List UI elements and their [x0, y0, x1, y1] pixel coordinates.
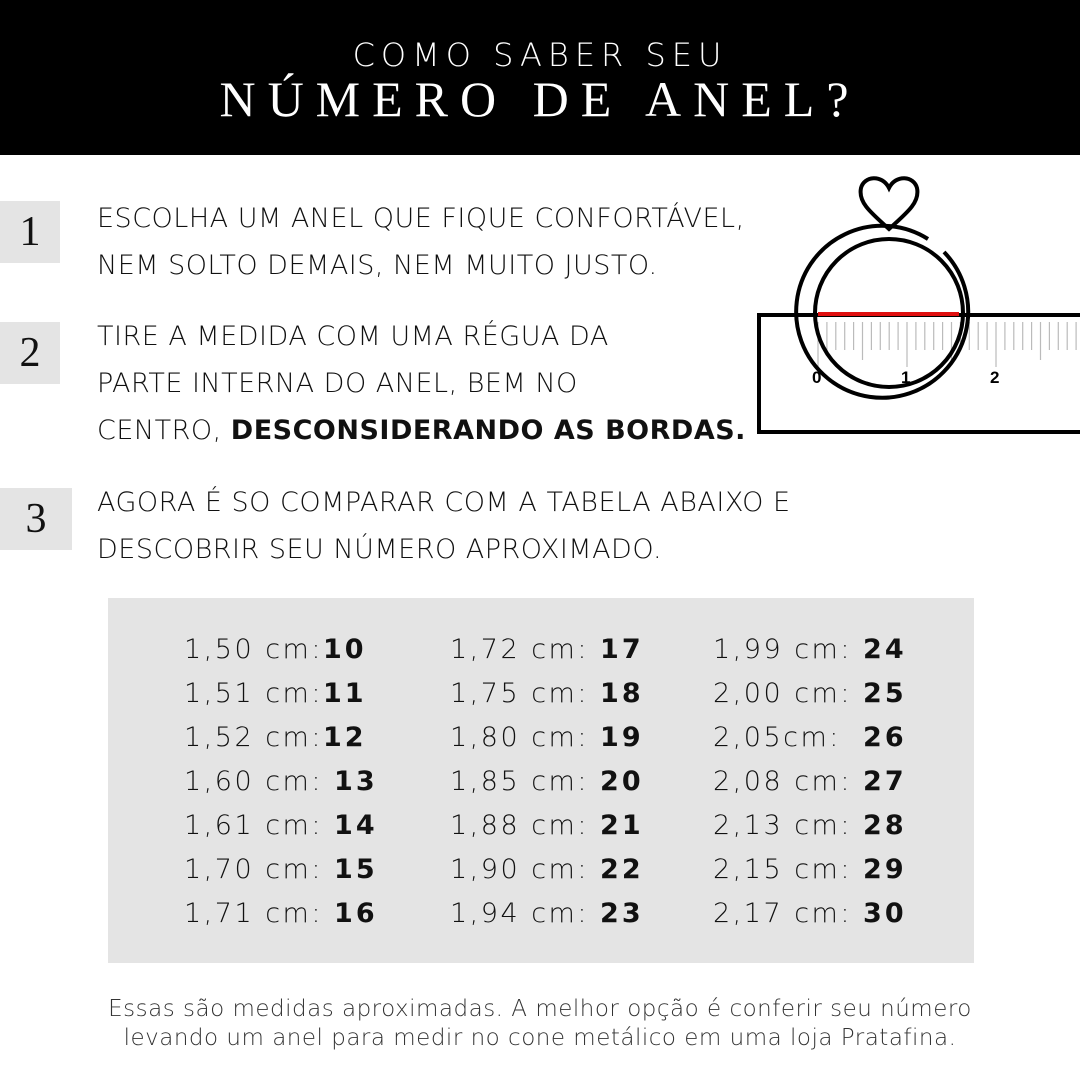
step-line: CENTRO, DESCONSIDERANDO AS BORDAS.	[97, 407, 746, 454]
measure: 2,08 cm:	[713, 766, 864, 797]
size-row: 1,94 cm: 23	[450, 892, 644, 936]
step-emphasis: DESCONSIDERANDO AS BORDAS.	[230, 415, 746, 446]
size-row: 1,71 cm: 16	[184, 892, 378, 936]
measure: 2,13 cm:	[713, 810, 864, 841]
measure: 2,00 cm:	[713, 678, 864, 709]
measure: 2,17 cm:	[713, 898, 864, 929]
ring-size: 26	[863, 722, 907, 753]
size-row: 1,90 cm: 22	[450, 848, 644, 892]
ring-size: 12	[322, 722, 367, 753]
size-row: 2,15 cm: 29	[713, 848, 907, 892]
ring-size: 21	[600, 810, 644, 841]
header-subtitle: COMO SABER SEU	[352, 36, 728, 74]
measure: 1,70 cm:	[184, 854, 335, 885]
step-number-1: 1	[0, 201, 60, 263]
page-title: NÚMERO DE ANEL?	[219, 71, 861, 127]
measure: 1,51 cm:	[184, 678, 323, 709]
size-row: 1,88 cm: 21	[450, 804, 644, 848]
size-row: 1,99 cm: 24	[713, 628, 907, 672]
ring-size: 24	[863, 634, 907, 665]
ring-size: 10	[322, 634, 367, 665]
ring-size: 16	[334, 898, 378, 929]
ruler-label-2: 2	[990, 368, 999, 387]
measure: 1,61 cm:	[184, 810, 335, 841]
measure: 2,05cm:	[713, 722, 864, 753]
measure: 1,72 cm:	[450, 634, 601, 665]
step-3-text: AGORA É SO COMPARAR COM A TABELA ABAIXO …	[97, 479, 791, 573]
ring-size: 25	[863, 678, 907, 709]
step-1-text: ESCOLHA UM ANEL QUE FIQUE CONFORTÁVEL, N…	[97, 195, 745, 289]
step-line: ESCOLHA UM ANEL QUE FIQUE CONFORTÁVEL,	[97, 203, 745, 234]
measure: 1,85 cm:	[450, 766, 601, 797]
ring-ruler-illustration: 0 1 2	[757, 176, 1080, 434]
size-row: 1,52 cm:12	[184, 716, 378, 760]
measure: 1,71 cm:	[184, 898, 335, 929]
step-number-2: 2	[0, 322, 60, 384]
footnote: Essas são medidas aproximadas. A melhor …	[0, 995, 1080, 1053]
step-text: CENTRO,	[97, 415, 231, 446]
size-row: 1,70 cm: 15	[184, 848, 378, 892]
size-row: 1,50 cm:10	[184, 628, 378, 672]
size-column-2: 1,72 cm: 17 1,75 cm: 18 1,80 cm: 19 1,85 cm…	[450, 628, 644, 936]
measure: 1,88 cm:	[450, 810, 601, 841]
size-row: 1,75 cm: 18	[450, 672, 644, 716]
measure: 1,80 cm:	[450, 722, 601, 753]
ring-size: 20	[600, 766, 644, 797]
ring-size: 27	[863, 766, 907, 797]
measure: 2,15 cm:	[713, 854, 864, 885]
ring-size: 23	[600, 898, 644, 929]
header: COMO SABER SEU NÚMERO DE ANEL?	[0, 0, 1080, 155]
size-row: 2,05cm: 26	[713, 716, 907, 760]
footnote-line: levando um anel para medir no cone metál…	[123, 1025, 957, 1051]
heart-icon	[858, 176, 920, 232]
size-row: 1,72 cm: 17	[450, 628, 644, 672]
ring-size: 15	[334, 854, 378, 885]
size-row: 2,00 cm: 25	[713, 672, 907, 716]
size-row: 2,08 cm: 27	[713, 760, 907, 804]
size-row: 1,85 cm: 20	[450, 760, 644, 804]
ring-outer	[794, 223, 971, 400]
ring-inner	[813, 237, 965, 389]
ruler-label-0: 0	[812, 368, 821, 387]
ring-size: 29	[863, 854, 907, 885]
size-row: 1,51 cm:11	[184, 672, 378, 716]
size-row: 2,13 cm: 28	[713, 804, 907, 848]
ring-size: 11	[322, 678, 367, 709]
measure: 1,60 cm:	[184, 766, 335, 797]
ring-size: 13	[334, 766, 378, 797]
size-row: 1,60 cm: 13	[184, 760, 378, 804]
ring-size: 18	[600, 678, 644, 709]
size-row: 1,61 cm: 14	[184, 804, 378, 848]
measure: 1,75 cm:	[450, 678, 601, 709]
ring-size: 19	[600, 722, 644, 753]
measure: 1,99 cm:	[713, 634, 864, 665]
size-row: 2,17 cm: 30	[713, 892, 907, 936]
measure: 1,94 cm:	[450, 898, 601, 929]
step-line: DESCOBRIR SEU NÚMERO APROXIMADO.	[97, 534, 663, 565]
ring-size: 30	[863, 898, 907, 929]
ring-size: 28	[863, 810, 907, 841]
size-column-1: 1,50 cm:10 1,51 cm:11 1,52 cm:12 1,60 cm: 1…	[184, 628, 378, 936]
step-line: NEM SOLTO DEMAIS, NEM MUITO JUSTO.	[97, 250, 658, 281]
ring-size: 14	[334, 810, 378, 841]
size-table: 1,50 cm:10 1,51 cm:11 1,52 cm:12 1,60 cm: 1…	[108, 598, 974, 963]
measure: 1,50 cm:	[184, 634, 323, 665]
step-line: PARTE INTERNA DO ANEL, BEM NO	[97, 368, 578, 399]
ring-size: 17	[600, 634, 644, 665]
step-line: AGORA É SO COMPARAR COM A TABELA ABAIXO …	[97, 487, 791, 518]
step-line: TIRE A MEDIDA COM UMA RÉGUA DA	[97, 321, 609, 352]
size-row: 1,80 cm: 19	[450, 716, 644, 760]
footnote-line: Essas são medidas aproximadas. A melhor …	[108, 996, 972, 1022]
step-2-text: TIRE A MEDIDA COM UMA RÉGUA DA PARTE INT…	[97, 313, 746, 454]
measure: 1,90 cm:	[450, 854, 601, 885]
ring-size: 22	[600, 854, 644, 885]
measure: 1,52 cm:	[184, 722, 323, 753]
size-column-3: 1,99 cm: 24 2,00 cm: 25 2,05cm: 26 2,08 cm:…	[713, 628, 907, 936]
ruler-label-1: 1	[901, 368, 910, 387]
step-number-3: 3	[0, 488, 72, 550]
